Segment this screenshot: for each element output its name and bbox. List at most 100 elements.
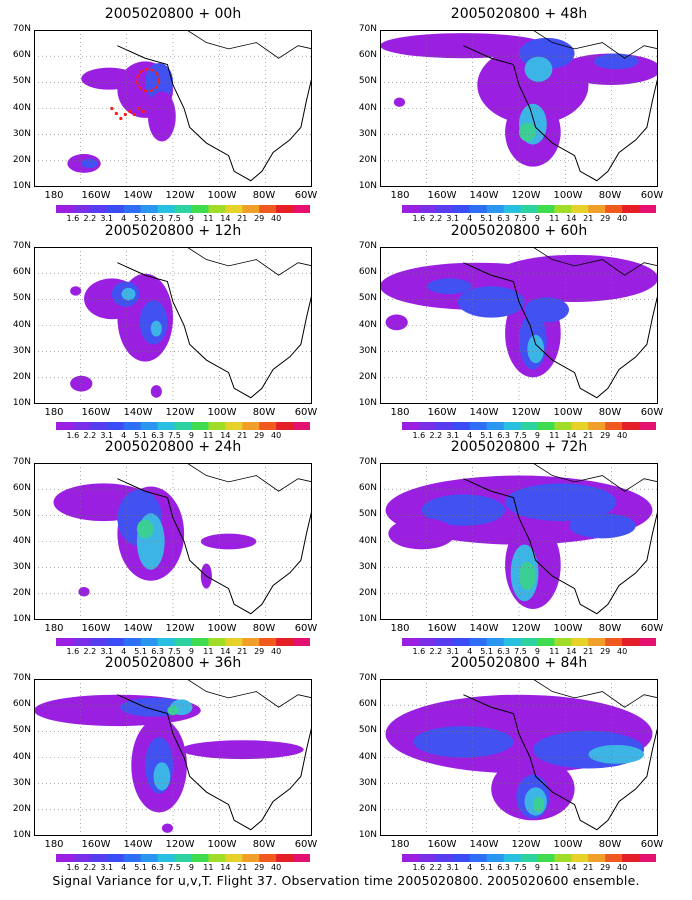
colorbar-swatch (588, 422, 606, 430)
colorbar-label: 14 (220, 647, 231, 656)
lat-tick-label: 30N (358, 777, 377, 788)
colorbar-label: 40 (271, 431, 282, 440)
lon-tick-label: 160W (427, 839, 457, 850)
colorbar-label: 11 (549, 214, 560, 223)
colorbar-swatch (106, 638, 125, 646)
colorbar-label: 14 (566, 431, 577, 440)
colorbar-swatch (537, 854, 555, 862)
colorbar-swatch (56, 422, 74, 430)
lat-tick-label: 70N (12, 24, 31, 34)
lon-tick-label: 80W (252, 623, 276, 634)
lon-tick-label: 180 (44, 190, 64, 201)
colorbar-label: 21 (583, 647, 594, 656)
colorbar-swatch (242, 854, 260, 862)
colorbar-swatch (435, 205, 454, 213)
coastline (117, 45, 312, 182)
colorbar-label: 3.1 (100, 431, 114, 440)
colorbar-label: 14 (220, 214, 231, 223)
colorbar-label: 6.3 (151, 863, 164, 872)
lon-tick-label: 120W (165, 407, 195, 418)
colorbar-swatch (452, 205, 471, 213)
colorbar-swatch (276, 422, 294, 430)
lat-tick-label: 60N (12, 267, 31, 278)
variance-contour (532, 796, 545, 813)
panel-title: 2005020800 + 36h (104, 655, 242, 671)
colorbar-label: 14 (220, 863, 231, 872)
variance-contour (121, 287, 136, 301)
lat-tick-label: 30N (12, 777, 31, 788)
lat-tick-label: 10N (358, 614, 377, 624)
lat-tick-label: 40N (358, 751, 377, 762)
colorbar-swatch (418, 854, 437, 862)
lat-tick-label: 70N (12, 457, 31, 467)
colorbar-swatch (537, 205, 555, 213)
lat-tick-label: 10N (12, 398, 31, 408)
lon-tick-label: 60W (294, 190, 318, 201)
variance-map (380, 247, 658, 404)
colorbar-label: 29 (600, 431, 611, 440)
colorbar-swatch (418, 205, 437, 213)
variance-contour (413, 726, 514, 758)
colorbar-label: 9 (188, 863, 194, 872)
colorbar-swatch (225, 422, 243, 430)
colorbar-swatch (225, 638, 243, 646)
colorbar-swatch (639, 638, 656, 646)
colorbar-label: 9 (188, 214, 194, 223)
colorbar-label: 2.2 (429, 431, 443, 440)
lat-tick-label: 70N (358, 241, 377, 251)
colorbar-swatch (208, 638, 226, 646)
colorbar-label: 14 (566, 863, 577, 872)
variance-contour (524, 56, 553, 82)
colorbar-label: 9 (534, 647, 540, 656)
lon-tick-label: 100W (207, 190, 237, 201)
colorbar-swatch (259, 854, 277, 862)
lat-tick-label: 10N (358, 181, 377, 191)
flight-track-dot (110, 106, 114, 111)
lon-tick-label: 100W (207, 839, 237, 850)
colorbar-swatch (605, 422, 623, 430)
colorbar-swatch (469, 854, 488, 862)
lat-tick-label: 20N (358, 154, 377, 165)
colorbar-label: 2.2 (83, 431, 97, 440)
colorbar-swatch (503, 854, 522, 862)
colorbar-label: 6.3 (497, 647, 510, 656)
colorbar-label: 2.2 (83, 647, 97, 656)
coastline (117, 262, 312, 399)
panel-title: 2005020800 + 12h (104, 223, 242, 239)
colorbar-label: 21 (583, 431, 594, 440)
panel-title: 2005020800 + 72h (450, 439, 588, 455)
lon-tick-label: 180 (44, 623, 64, 634)
colorbar-label: 11 (549, 431, 560, 440)
colorbar-label: 21 (583, 863, 594, 872)
colorbar (402, 205, 656, 213)
variance-contour (527, 334, 545, 364)
lon-tick-label: 120W (511, 407, 541, 418)
colorbar-label: 29 (600, 647, 611, 656)
lat-tick-label: 40N (12, 751, 31, 762)
lat-tick-label: 40N (12, 102, 31, 113)
colorbar-label: 4 (467, 863, 473, 872)
lon-tick-label: 140W (469, 190, 499, 201)
lon-tick-label: 160W (81, 190, 111, 201)
lat-tick-label: 30N (12, 128, 31, 139)
panel-title: 2005020800 + 60h (450, 223, 588, 239)
colorbar-label: 5.1 (134, 863, 148, 872)
lat-tick-label: 60N (12, 483, 31, 494)
colorbar-label: 11 (203, 214, 214, 223)
colorbar-label: 9 (188, 647, 194, 656)
colorbar-label: 4 (121, 431, 127, 440)
colorbar-swatch (89, 638, 108, 646)
lon-tick-label: 120W (511, 623, 541, 634)
variance-contour (519, 122, 536, 142)
colorbar-label: 6.3 (497, 863, 510, 872)
lat-tick-label: 60N (358, 483, 377, 494)
colorbar-swatch (242, 422, 260, 430)
colorbar-label: 7.5 (168, 431, 181, 440)
colorbar-swatch (571, 854, 589, 862)
colorbar-swatch (605, 205, 623, 213)
colorbar-swatch (486, 638, 505, 646)
variance-contour (150, 320, 162, 337)
lon-tick-label: 180 (390, 839, 410, 850)
colorbar-swatch (402, 422, 420, 430)
colorbar-label: 2.2 (83, 214, 97, 223)
